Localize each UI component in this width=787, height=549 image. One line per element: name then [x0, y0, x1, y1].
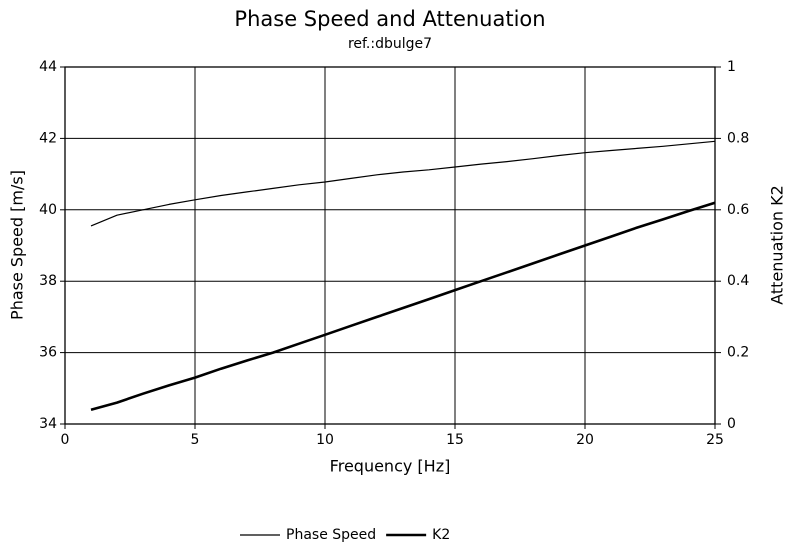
y-tick-label: 42: [39, 130, 57, 146]
chart-subtitle: ref.:dbulge7: [348, 36, 432, 52]
series-line: [90, 201, 716, 411]
y2-tick-label: 0.6: [727, 202, 749, 218]
chart-title: Phase Speed and Attenuation: [234, 7, 545, 31]
y-axis-label: Phase Speed [m/s]: [8, 170, 27, 320]
y-tick-label: 40: [39, 202, 57, 218]
x-tick-label: 10: [316, 432, 334, 448]
y2-tick-label: 0.2: [727, 345, 749, 361]
legend-label: K2: [432, 527, 450, 543]
y-tick-label: 34: [39, 416, 57, 432]
x-tick-label: 20: [576, 432, 594, 448]
x-tick-label: 5: [191, 432, 200, 448]
x-tick-label: 25: [706, 432, 724, 448]
x-axis-label: Frequency [Hz]: [330, 457, 451, 476]
y2-tick-label: 0.8: [727, 130, 749, 146]
series-line: [90, 140, 716, 227]
y-tick-label: 44: [39, 59, 57, 75]
y2-tick-label: 1: [727, 59, 736, 75]
y-tick-label: 36: [39, 345, 57, 361]
y2-tick-label: 0: [727, 416, 736, 432]
y-tick-label: 38: [39, 273, 57, 289]
plot-frame: [64, 66, 716, 425]
x-tick-label: 0: [61, 432, 70, 448]
y2-tick-label: 0.4: [727, 273, 749, 289]
legend-label: Phase Speed: [286, 527, 376, 543]
y2-axis-label: Attenuation K2: [768, 185, 787, 305]
x-tick-label: 15: [446, 432, 464, 448]
